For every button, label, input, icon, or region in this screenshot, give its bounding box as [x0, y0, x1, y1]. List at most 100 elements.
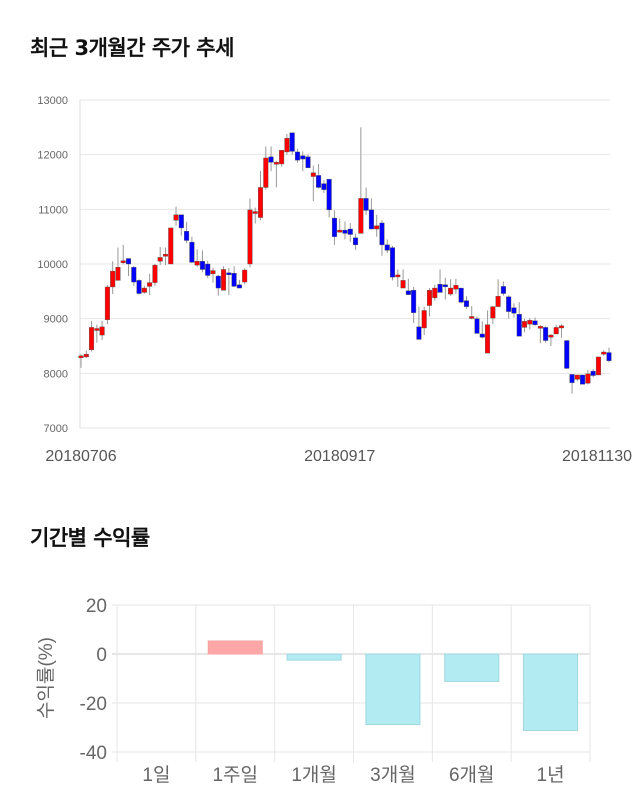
candle-down [500, 286, 506, 294]
candle-up [173, 214, 179, 221]
candle-down [564, 340, 570, 369]
candle-down [416, 326, 422, 340]
return-bar [286, 653, 342, 661]
candle-up [284, 138, 290, 153]
candle-down [363, 198, 369, 211]
candle-down [215, 275, 221, 289]
y-tick-label: 7000 [44, 423, 68, 435]
x-tick-label: 1년 [537, 764, 565, 786]
candle-up [279, 150, 285, 165]
candle-down [342, 229, 348, 234]
candle-down [590, 370, 596, 376]
candle-up [152, 264, 158, 283]
candle-up [495, 296, 501, 307]
candle-down [479, 333, 485, 338]
candle-up [273, 162, 279, 165]
candle-up [358, 198, 364, 234]
x-tick-label: 1주일 [212, 764, 258, 786]
candle-up [448, 287, 454, 295]
candle-up [395, 274, 401, 278]
candle-down [442, 284, 448, 287]
candle-up [147, 282, 153, 287]
candle-down [305, 156, 311, 168]
candlestick-chart: 13000 12000 11000 10000 9000 8000 7000 20180706… [37, 95, 632, 465]
y-axis-title: 수익률(%) [35, 637, 57, 719]
candle-down [184, 230, 190, 241]
y-tick-label: -40 [80, 743, 107, 764]
candle-up [94, 328, 100, 331]
candle-up [432, 287, 438, 299]
candle-up [537, 326, 543, 329]
candle-down [405, 290, 411, 295]
x-tick-label: 1개월 [291, 764, 337, 786]
candle-down [226, 272, 232, 275]
candle-down [205, 263, 211, 276]
candle-down [126, 258, 132, 265]
period-return-title: 기간별 수익률 [30, 526, 150, 550]
candle-down [231, 273, 237, 287]
candle-up [527, 320, 533, 325]
x-tick-label: 20181130 [562, 448, 632, 465]
candle-up [162, 253, 168, 257]
candle-up [485, 324, 491, 354]
candle-up [252, 211, 258, 214]
candle-down [189, 241, 195, 263]
candle-down [321, 183, 327, 190]
candle-down [506, 296, 512, 312]
candle-down [379, 222, 385, 246]
y-tick-label: 0 [96, 645, 107, 666]
candle-down [511, 307, 517, 314]
candle-up [194, 261, 200, 266]
candle-down [300, 155, 306, 160]
candle-up [421, 310, 427, 329]
candle-up [585, 373, 591, 384]
stock-trend-title: 최근 3개월간 주가 추세 [30, 36, 234, 60]
candle-up [247, 209, 253, 265]
candle-down [136, 280, 142, 294]
candle-up [400, 280, 406, 289]
return-bar [444, 653, 500, 682]
return-bar [523, 653, 579, 731]
x-tick-label: 3개월 [370, 764, 416, 786]
candle-up [263, 157, 269, 188]
candle-up [426, 290, 432, 306]
candle-down [289, 132, 295, 152]
candle-down [199, 261, 205, 270]
candle-up [168, 227, 174, 265]
candle-up [469, 316, 475, 319]
candle-down [131, 267, 137, 283]
candle-up [374, 225, 380, 230]
candle-down [326, 179, 332, 211]
candle-up [157, 257, 163, 262]
candle-down [236, 284, 242, 289]
candle-up [595, 356, 601, 376]
candle-up [120, 260, 126, 263]
candle-down [543, 327, 549, 341]
candle-down [463, 300, 469, 307]
candle-down [474, 318, 480, 334]
candle-up [89, 327, 95, 351]
candle-up [490, 306, 496, 319]
candle-down [347, 228, 353, 235]
candle-up [78, 355, 84, 359]
return-bar [207, 640, 263, 655]
candle-down [331, 217, 337, 237]
candle-down [437, 284, 443, 293]
x-tick-label: 20180706 [45, 448, 116, 465]
x-tick-label: 6개월 [449, 764, 495, 786]
candle-up [548, 334, 554, 338]
candle-up [210, 270, 216, 275]
candle-down [580, 374, 586, 385]
candle-up [83, 354, 89, 358]
candle-up [110, 270, 116, 288]
candle-down [569, 374, 575, 383]
candle-up [99, 326, 105, 336]
y-tick-label: 8000 [44, 368, 68, 380]
candle-up [115, 267, 121, 281]
candle-up [522, 321, 528, 328]
candle-down [411, 290, 417, 313]
candle-down [390, 247, 396, 278]
candle-down [458, 287, 464, 303]
candle-down [316, 175, 322, 188]
